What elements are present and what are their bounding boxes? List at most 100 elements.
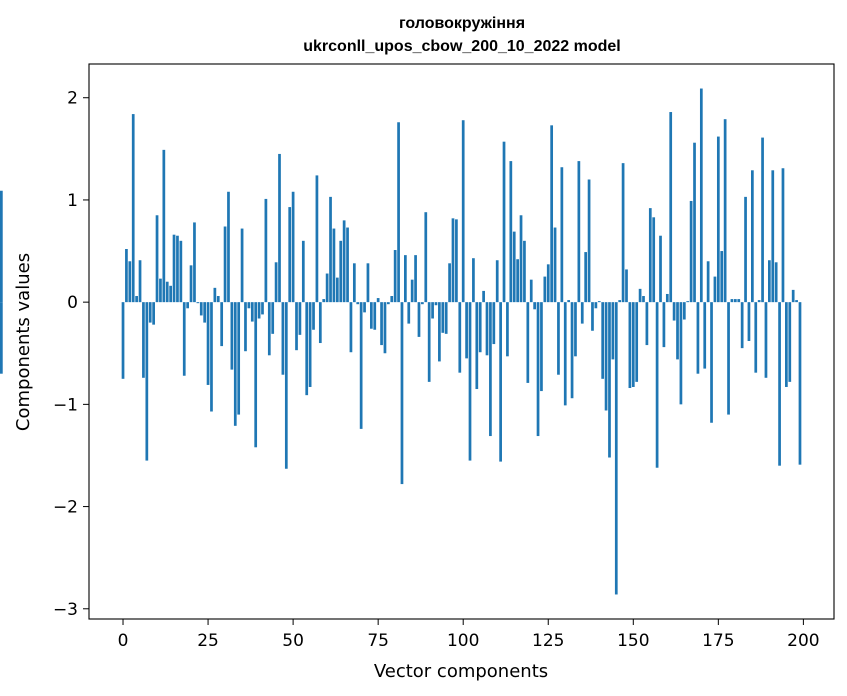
- bar: [138, 260, 142, 303]
- x-tick-label: 100: [447, 631, 479, 651]
- bar: [400, 302, 404, 485]
- bar: [768, 260, 771, 303]
- bar: [128, 261, 132, 303]
- bar: [335, 277, 339, 303]
- bar: [526, 302, 530, 383]
- bar: [737, 299, 741, 303]
- bar: [686, 301, 690, 303]
- bar: [771, 170, 775, 303]
- bar: [322, 299, 326, 303]
- bar: [492, 302, 496, 345]
- bar: [774, 262, 778, 303]
- bar: [587, 179, 591, 303]
- bar: [795, 300, 798, 303]
- bar: [298, 302, 302, 335]
- bar: [206, 302, 210, 385]
- bar: [672, 302, 676, 321]
- bar: [339, 240, 343, 303]
- bar: [730, 299, 734, 303]
- bar: [659, 235, 662, 303]
- bar: [244, 302, 247, 352]
- bar: [594, 302, 598, 309]
- bar: [764, 302, 768, 378]
- bar: [213, 287, 217, 303]
- x-tick-label: 25: [197, 631, 219, 651]
- bar: [713, 276, 717, 303]
- bar: [560, 167, 564, 303]
- bar: [604, 302, 608, 411]
- x-tick-label: 0: [118, 631, 129, 651]
- bar: [478, 302, 482, 353]
- y-tick-label: −1: [53, 395, 78, 415]
- bar: [621, 163, 625, 303]
- bar: [523, 240, 526, 303]
- bar: [162, 149, 166, 303]
- bar: [638, 288, 642, 303]
- bar: [288, 207, 292, 303]
- bar: [325, 273, 329, 303]
- bar: [172, 234, 176, 303]
- bar: [390, 296, 394, 303]
- bar: [387, 302, 390, 305]
- bar: [274, 262, 278, 303]
- x-tick-label: 175: [702, 631, 734, 651]
- bar: [254, 302, 258, 448]
- bars-group: [0, 88, 802, 595]
- bar: [159, 278, 162, 303]
- chart-title: головокружіння: [399, 15, 525, 32]
- x-tick-label: 200: [787, 631, 819, 651]
- bar: [584, 252, 588, 303]
- bar: [747, 302, 751, 341]
- bar: [179, 240, 183, 303]
- bar: [723, 119, 727, 303]
- bar: [689, 200, 693, 303]
- bar: [499, 302, 502, 462]
- bar: [186, 302, 190, 309]
- bar: [628, 302, 632, 389]
- bar: [373, 302, 377, 330]
- bar: [489, 302, 492, 437]
- bar: [625, 269, 628, 303]
- bar: [744, 196, 747, 303]
- bar: [332, 228, 336, 303]
- x-axis-label: Vector components: [374, 661, 548, 682]
- bar: [553, 227, 557, 303]
- bar: [182, 302, 186, 376]
- bar: [778, 302, 781, 466]
- bar: [250, 302, 254, 322]
- bar: [121, 302, 125, 379]
- bar: [247, 302, 251, 309]
- bar: [577, 161, 581, 303]
- bar: [281, 302, 285, 375]
- bar: [203, 302, 207, 323]
- bar: [533, 302, 536, 310]
- bar: [278, 153, 281, 303]
- bar: [461, 120, 465, 303]
- bar: [380, 302, 383, 346]
- bar: [261, 302, 264, 315]
- x-tick-label: 50: [282, 631, 304, 651]
- bar: [761, 137, 764, 303]
- bar: [193, 222, 196, 303]
- bar: [417, 302, 421, 337]
- bar: [441, 302, 445, 333]
- y-tick-label: 1: [67, 191, 78, 211]
- bar: [740, 302, 744, 349]
- bar: [434, 302, 438, 306]
- bar: [230, 302, 234, 370]
- bar: [618, 300, 622, 303]
- bar: [754, 302, 758, 373]
- bar: [349, 302, 353, 353]
- bar: [669, 112, 673, 303]
- bar: [305, 302, 309, 396]
- bar: [301, 240, 305, 303]
- bar: [529, 279, 533, 303]
- bar: [665, 293, 669, 303]
- bar: [570, 302, 574, 399]
- bar: [703, 302, 707, 369]
- bar: [597, 301, 601, 303]
- bar: [682, 302, 686, 320]
- plot-area-frame: [88, 63, 835, 620]
- bar: [563, 302, 567, 406]
- bar: [693, 142, 696, 303]
